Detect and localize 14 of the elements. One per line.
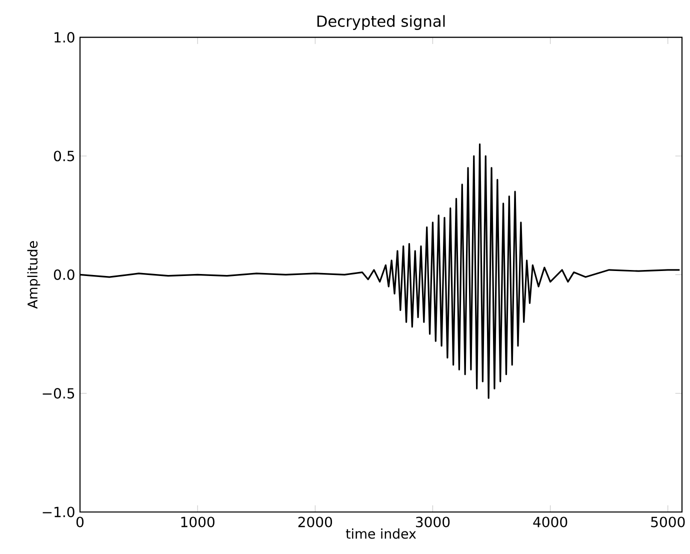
- x-tick-label: 2000: [298, 516, 332, 528]
- y-tick-label: −0.5: [42, 388, 74, 399]
- x-tick-label: 1000: [181, 516, 214, 528]
- y-tick-label: 1.0: [54, 32, 74, 43]
- y-tick-label: 0.0: [54, 269, 74, 280]
- chart-title: Decrypted signal: [317, 15, 445, 30]
- y-tick-label: −1.0: [42, 506, 74, 518]
- x-tick-label: 0: [76, 516, 84, 528]
- y-tick-label: 0.5: [54, 150, 74, 162]
- x-tick-label: 5000: [651, 516, 685, 528]
- x-tick-label: 4000: [533, 516, 568, 528]
- y-axis-title: Amplitude: [27, 241, 40, 309]
- x-axis-title: time index: [346, 528, 416, 539]
- x-tick-label: 3000: [416, 516, 450, 528]
